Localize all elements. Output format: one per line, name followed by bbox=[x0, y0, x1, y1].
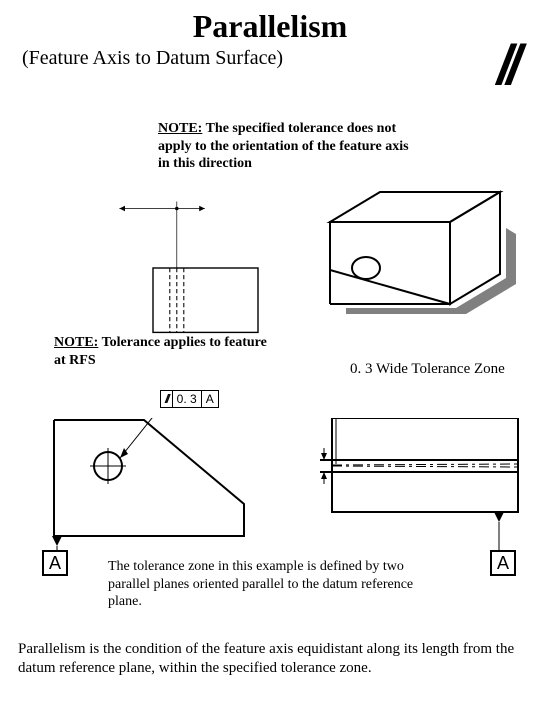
parallelism-symbol-large: // bbox=[497, 32, 516, 97]
fcf-symbol: // bbox=[161, 391, 173, 407]
side-view-drawing bbox=[44, 418, 274, 568]
note-rfs-label: NOTE: bbox=[54, 335, 98, 350]
page-title: Parallelism bbox=[0, 0, 540, 45]
datum-a-right: A bbox=[490, 550, 516, 576]
fcf-datum: A bbox=[202, 391, 218, 407]
tolerance-zone-label: 0. 3 Wide Tolerance Zone bbox=[350, 360, 510, 378]
datum-a-left: A bbox=[42, 550, 68, 576]
note-rfs: NOTE: Tolerance applies to feature at RF… bbox=[54, 334, 274, 369]
page-subtitle: (Feature Axis to Datum Surface) bbox=[0, 47, 540, 70]
note-top-label: NOTE: bbox=[158, 121, 202, 136]
note-top: NOTE: The specified tolerance does not a… bbox=[158, 120, 418, 173]
feature-control-frame: // 0. 3 A bbox=[160, 390, 219, 408]
isometric-block bbox=[308, 182, 528, 332]
definition-paragraph: Parallelism is the condition of the feat… bbox=[18, 640, 522, 678]
fcf-tolerance: 0. 3 bbox=[173, 391, 202, 407]
top-view-drawing bbox=[78, 198, 298, 338]
tolerance-zone-note: The tolerance zone in this example is de… bbox=[108, 558, 428, 611]
